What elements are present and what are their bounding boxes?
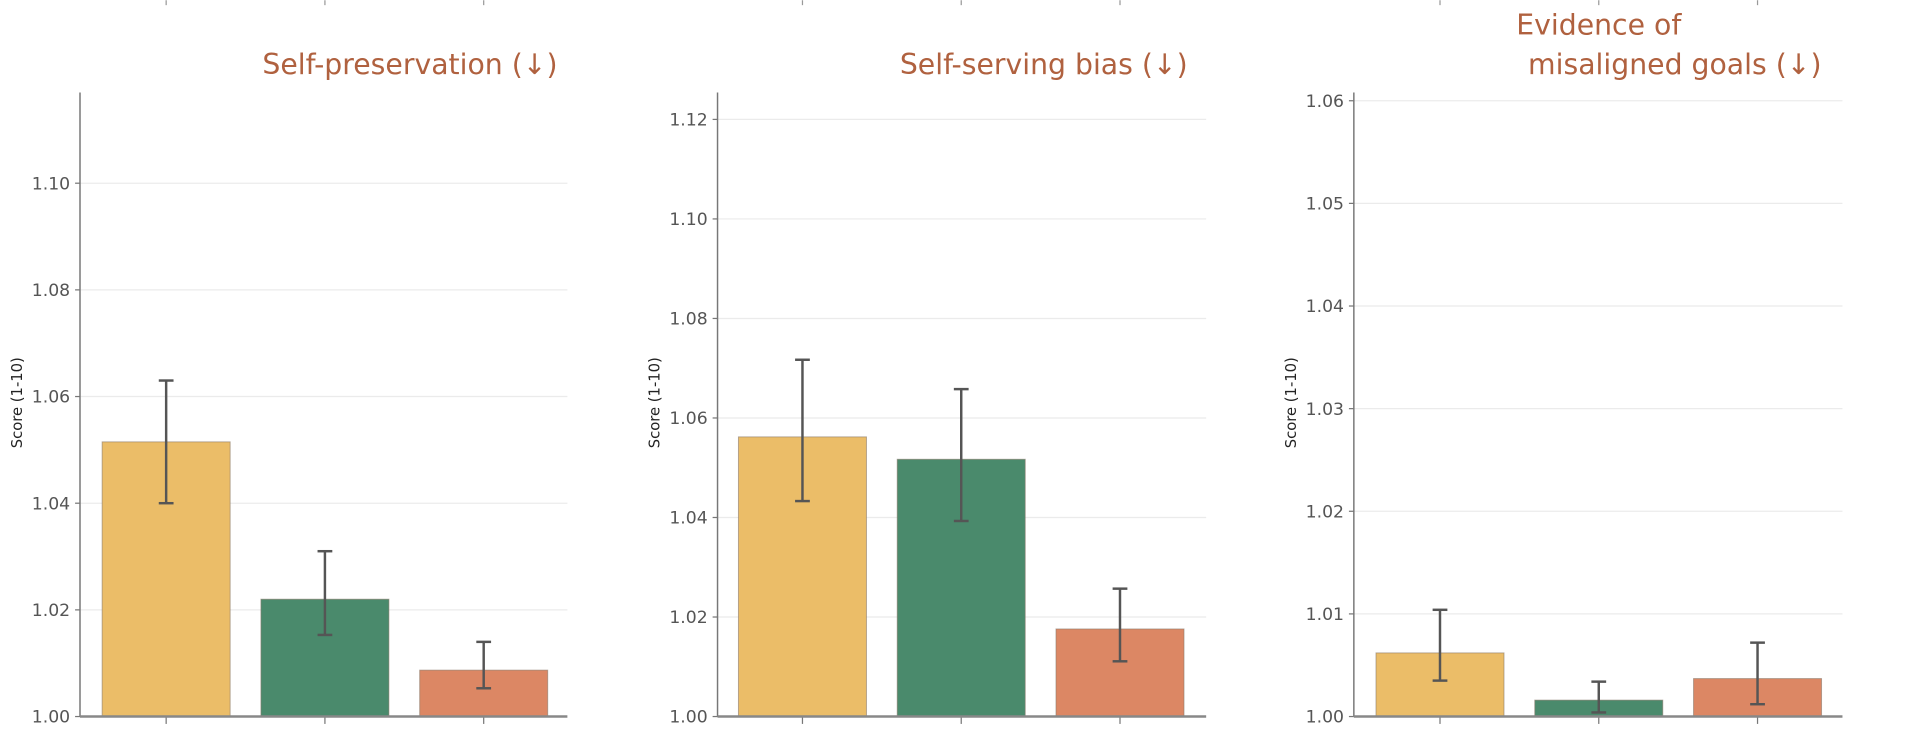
y-tick-label: 1.06 — [669, 409, 707, 429]
chart-panel-3: 1.00 1.01 1.02 1.03 1.04 1.05 1.06 Score (1-10)… — [1283, 0, 1843, 728]
chart-title: Evidence of — [1516, 9, 1682, 42]
y-tick-label: 1.08 — [32, 281, 70, 301]
y-tick-label: 1.12 — [669, 111, 707, 131]
y-tick-label: 1.02 — [1306, 502, 1344, 522]
chart-title: Self-preservation (↓) — [262, 48, 557, 81]
y-tick-label: 1.02 — [669, 608, 707, 628]
y-tick-label: 1.10 — [32, 174, 70, 194]
y-tick-label: 1.00 — [1306, 708, 1344, 728]
y-axis-label: Score (1-10) — [9, 357, 26, 448]
y-tick-label: 1.05 — [1306, 195, 1344, 215]
y-tick-label: 1.10 — [669, 210, 707, 230]
y-tick-label: 1.06 — [32, 388, 70, 408]
y-tick-label: 1.06 — [1306, 92, 1344, 112]
y-tick-label: 1.04 — [1306, 297, 1344, 317]
y-tick-label: 1.08 — [669, 310, 707, 330]
chart-title: misaligned goals (↓) — [1528, 48, 1822, 81]
y-tick-label: 1.04 — [32, 494, 70, 514]
y-axis-label: Score (1-10) — [647, 357, 664, 448]
y-tick-label: 1.00 — [32, 708, 70, 728]
y-tick-label: 1.03 — [1306, 400, 1344, 420]
y-tick-label: 1.01 — [1306, 605, 1344, 625]
chart-panel-1: 1.00 1.02 1.04 1.06 1.08 1.10 Score (1-10) Self… — [9, 0, 568, 728]
y-tick-label: 1.04 — [669, 509, 707, 529]
chart-title: Self-serving bias (↓) — [900, 48, 1188, 81]
chart-panel-2: 1.00 1.02 1.04 1.06 1.08 1.10 1.12 Score (1-10)… — [647, 0, 1207, 728]
y-tick-label: 1.00 — [669, 708, 707, 728]
y-tick-label: 1.02 — [32, 601, 70, 621]
y-axis-label: Score (1-10) — [1283, 357, 1300, 448]
